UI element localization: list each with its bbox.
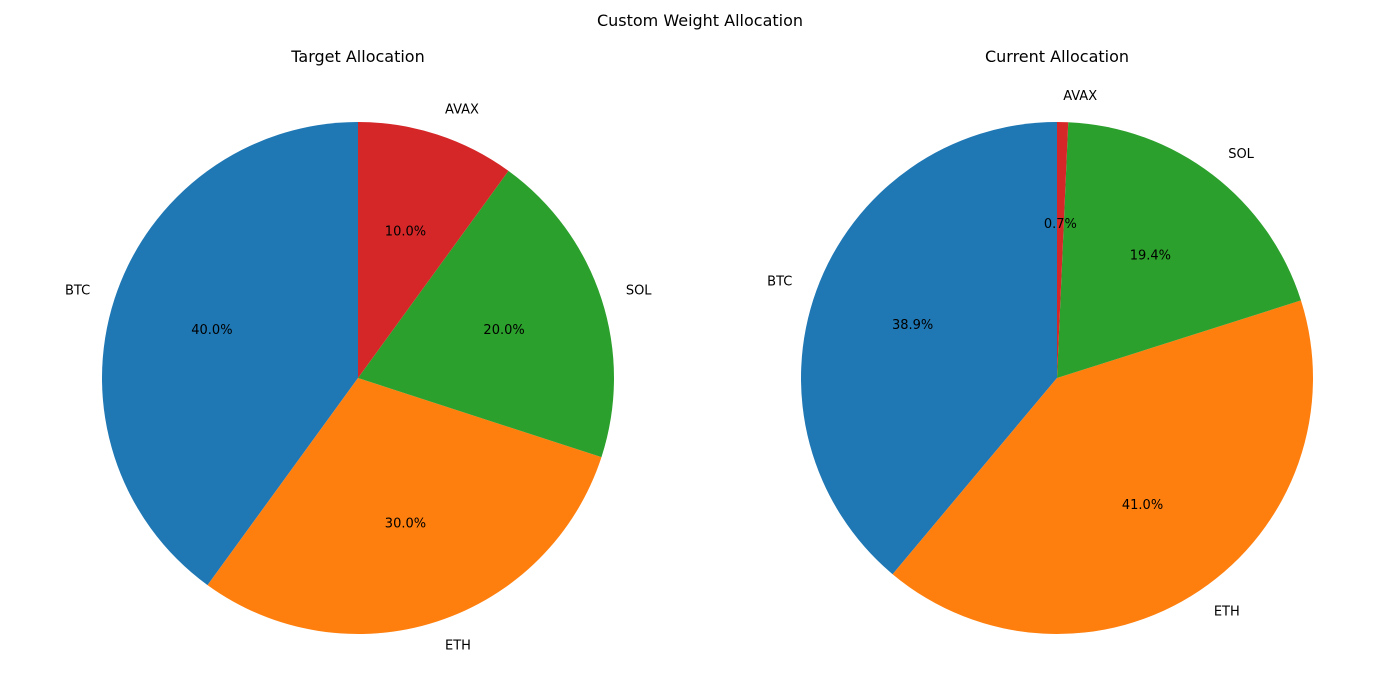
pct-label-btc: 38.9%: [892, 318, 933, 333]
slice-label-sol: SOL: [626, 283, 652, 298]
pct-label-eth: 41.0%: [1122, 498, 1163, 513]
pct-label-avax: 10.0%: [385, 224, 426, 239]
pie-slice-avax: [358, 122, 509, 378]
pie-slice-btc: [801, 122, 1057, 575]
pct-label-sol: 20.0%: [483, 323, 524, 338]
current-allocation-pie: BTC 38.9% ETH 41.0% SOL 19.4% AVAX 0.7% Current …: [767, 47, 1314, 635]
pie-slice-btc: [102, 122, 358, 586]
slice-label-sol: SOL: [1228, 147, 1254, 162]
pie-slice-eth: [207, 378, 602, 634]
target-allocation-pie: BTC 40.0% ETH 30.0% SOL 20.0% AVAX 10.0% Target …: [65, 47, 652, 653]
slice-label-btc: BTC: [767, 274, 792, 289]
pct-label-eth: 30.0%: [385, 517, 426, 532]
pct-label-sol: 19.4%: [1130, 249, 1171, 264]
target-allocation-title: Target Allocation: [290, 47, 424, 66]
slice-label-btc: BTC: [65, 283, 90, 298]
pie-slice-avax: [1057, 122, 1069, 378]
pie-slice-sol: [358, 170, 614, 458]
current-allocation-title: Current Allocation: [985, 47, 1129, 66]
figure-title: Custom Weight Allocation: [596, 11, 804, 30]
slice-label-eth: ETH: [1214, 604, 1240, 619]
pie-slice-eth: [892, 300, 1314, 635]
slice-label-avax: AVAX: [445, 103, 479, 118]
slice-label-avax: AVAX: [1063, 89, 1097, 104]
pct-label-avax: 0.7%: [1044, 217, 1077, 232]
pie-slice-sol: [1057, 122, 1301, 379]
pct-label-btc: 40.0%: [191, 323, 232, 338]
slice-label-eth: ETH: [445, 638, 471, 653]
